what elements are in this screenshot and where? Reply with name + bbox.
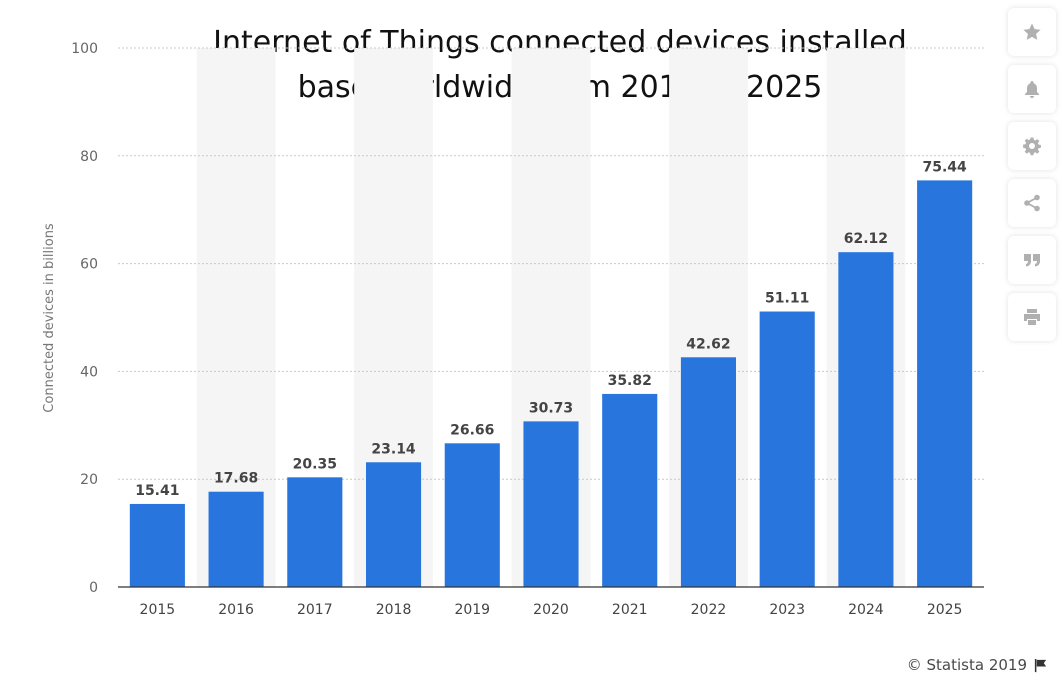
x-tick-label: 2019 xyxy=(454,602,490,618)
y-tick-label: 0 xyxy=(89,580,98,596)
bell-icon xyxy=(1025,81,1039,98)
x-tick-label: 2015 xyxy=(140,602,176,618)
x-tick-label: 2018 xyxy=(376,602,412,618)
x-tick-label: 2025 xyxy=(927,602,963,618)
y-tick-label: 100 xyxy=(71,41,98,57)
x-tick-label: 2017 xyxy=(297,602,333,618)
y-tick-label: 20 xyxy=(80,472,98,488)
y-tick-label: 40 xyxy=(80,364,98,380)
x-tick-label: 2016 xyxy=(218,602,254,618)
y-axis-label: Connected devices in billions xyxy=(42,223,57,413)
data-label: 62.12 xyxy=(844,231,888,247)
quote-icon xyxy=(1024,254,1040,267)
bar-2024[interactable] xyxy=(838,252,894,587)
bar-2017[interactable] xyxy=(287,477,343,587)
data-label: 51.11 xyxy=(765,291,809,307)
data-label: 15.41 xyxy=(135,483,179,499)
print-icon xyxy=(1024,309,1040,325)
x-tick-label: 2023 xyxy=(769,602,805,618)
statista-credit[interactable]: © Statista 2019 xyxy=(907,656,1048,674)
bar-2020[interactable] xyxy=(523,421,579,587)
data-label: 17.68 xyxy=(214,471,258,487)
bar-2021[interactable] xyxy=(602,393,658,587)
x-tick-label: 2020 xyxy=(533,602,569,618)
bar-2025[interactable] xyxy=(917,180,973,587)
bar-2023[interactable] xyxy=(759,311,815,587)
data-label: 23.14 xyxy=(371,441,416,457)
bar-2018[interactable] xyxy=(365,462,422,587)
settings-button[interactable] xyxy=(1008,122,1056,170)
bar-2022[interactable] xyxy=(680,357,737,587)
x-tick-label: 2022 xyxy=(691,602,727,618)
bar-2015[interactable] xyxy=(129,503,185,587)
data-label: 30.73 xyxy=(529,400,573,416)
print-button[interactable] xyxy=(1008,293,1056,341)
data-label: 42.62 xyxy=(686,336,730,352)
gear-icon xyxy=(1023,137,1041,156)
bar-2016[interactable] xyxy=(208,491,264,587)
share-icon xyxy=(1024,194,1040,212)
flag-icon xyxy=(1034,658,1047,672)
credit-text: © Statista 2019 xyxy=(906,656,1027,674)
x-tick-label: 2021 xyxy=(612,602,648,618)
y-tick-label: 60 xyxy=(80,257,98,273)
bar-2019[interactable] xyxy=(444,443,500,587)
data-label: 20.35 xyxy=(293,456,337,472)
star-icon xyxy=(1023,23,1041,40)
x-tick-label: 2024 xyxy=(848,602,884,618)
share-button[interactable] xyxy=(1008,179,1056,227)
y-tick-label: 80 xyxy=(80,149,98,165)
data-label: 35.82 xyxy=(608,373,652,389)
cite-button[interactable] xyxy=(1008,236,1056,284)
bar-chart: 0 20 40 60 80 100 15.41 17.68 20.35 23.14 26.66 30… xyxy=(42,41,984,618)
toolbar xyxy=(1008,8,1056,350)
data-label: 75.44 xyxy=(922,159,967,175)
notification-button[interactable] xyxy=(1008,65,1056,113)
data-label: 26.66 xyxy=(450,422,494,438)
favorite-button[interactable] xyxy=(1008,8,1056,56)
